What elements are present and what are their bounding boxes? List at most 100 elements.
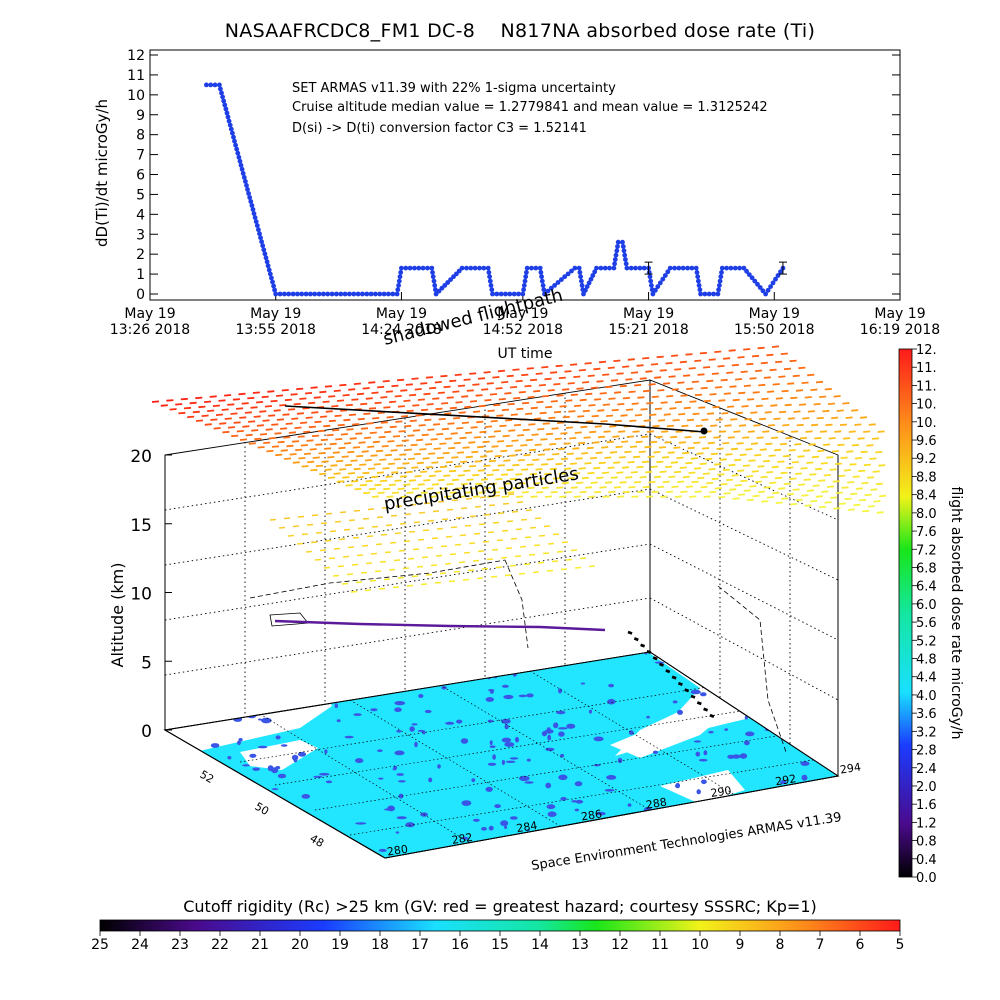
lake	[509, 757, 519, 760]
particle-mark	[784, 403, 792, 407]
lake	[501, 759, 505, 766]
particle-mark	[451, 456, 459, 459]
particle-mark	[499, 424, 507, 428]
particle-mark	[201, 414, 209, 417]
particle-mark	[509, 454, 517, 457]
particle-mark	[698, 406, 706, 409]
particle-mark	[271, 445, 280, 448]
particle-mark	[613, 486, 621, 489]
particle-mark	[756, 436, 764, 439]
top-data-point	[711, 291, 716, 297]
particle-mark	[481, 567, 489, 570]
particle-mark	[404, 424, 412, 428]
particle-mark	[222, 430, 230, 434]
particle-mark	[877, 430, 885, 433]
particle-mark	[346, 428, 354, 431]
particle-mark	[444, 562, 452, 565]
particle-mark	[344, 463, 352, 467]
particle-mark	[395, 420, 403, 423]
top-data-point	[778, 269, 783, 275]
particle-mark	[657, 389, 665, 392]
lake	[547, 811, 557, 817]
particle-mark	[425, 573, 433, 576]
lake	[574, 781, 583, 787]
particle-mark	[342, 394, 350, 397]
descent-mark	[677, 681, 683, 687]
colorbar-gradient	[898, 348, 913, 878]
particle-mark	[268, 414, 276, 417]
particle-mark	[386, 495, 394, 498]
particle-mark	[281, 389, 289, 392]
particle-mark	[537, 428, 545, 431]
particle-mark	[707, 441, 715, 445]
particle-mark	[195, 396, 203, 400]
top-data-point	[539, 274, 544, 280]
particle-mark	[866, 444, 874, 447]
top-data-point	[264, 259, 270, 265]
particle-mark	[403, 483, 411, 486]
particle-mark	[783, 482, 791, 485]
top-data-point	[533, 265, 539, 271]
particle-mark	[868, 423, 876, 426]
particle-mark	[492, 376, 500, 379]
top-data-point	[565, 271, 571, 277]
particle-mark	[256, 401, 264, 404]
particle-mark	[771, 436, 779, 439]
particle-mark	[755, 369, 763, 372]
particle-mark	[754, 480, 762, 483]
particle-mark	[366, 422, 374, 425]
top-data-point	[254, 223, 260, 229]
top-data-point	[420, 265, 426, 271]
particle-mark	[570, 363, 578, 366]
longitude-tick-label: 290	[710, 784, 733, 800]
particle-mark	[405, 470, 413, 474]
top-data-point	[248, 199, 254, 204]
particle-mark	[613, 359, 621, 362]
particle-mark	[535, 468, 543, 471]
particle-mark	[292, 525, 300, 528]
top-data-point	[623, 257, 628, 262]
particle-mark	[565, 426, 574, 429]
lake	[257, 745, 268, 749]
top-y-tick-label: 8	[136, 128, 145, 144]
particle-mark	[449, 491, 457, 494]
particle-mark	[436, 527, 444, 530]
particle-mark	[529, 526, 537, 529]
particle-mark	[278, 526, 286, 529]
top-data-point	[397, 274, 403, 280]
particle-mark	[693, 441, 701, 444]
particle-mark	[356, 554, 364, 557]
particle-mark	[341, 582, 349, 585]
particle-mark	[479, 430, 487, 434]
particle-mark	[863, 430, 871, 433]
particle-mark	[502, 502, 510, 505]
particle-mark	[639, 476, 647, 479]
particle-mark	[207, 409, 215, 412]
particle-mark	[718, 399, 726, 402]
particle-mark	[469, 487, 477, 490]
particle-mark	[729, 488, 737, 491]
particle-mark	[392, 435, 401, 438]
particle-mark	[366, 535, 374, 538]
top-data-point	[256, 227, 261, 233]
top-data-point	[540, 283, 546, 288]
altitude-tick-label: 20	[130, 447, 152, 467]
particle-mark	[835, 491, 843, 494]
particle-mark	[337, 423, 345, 427]
particle-mark	[416, 565, 424, 568]
particle-mark	[416, 438, 424, 442]
particle-mark	[248, 420, 256, 423]
top-data-point	[622, 252, 628, 258]
top-data-point	[648, 278, 654, 284]
particle-mark	[293, 402, 301, 406]
particle-mark	[801, 381, 809, 384]
particle-mark	[593, 367, 601, 371]
particle-mark	[259, 433, 268, 436]
descent-mark	[652, 656, 658, 661]
particle-mark	[593, 490, 601, 494]
flightpath-end-marker	[700, 427, 708, 435]
particle-mark	[794, 472, 803, 475]
particle-mark	[315, 443, 323, 446]
particle-mark	[769, 481, 777, 484]
particle-mark	[669, 407, 677, 410]
